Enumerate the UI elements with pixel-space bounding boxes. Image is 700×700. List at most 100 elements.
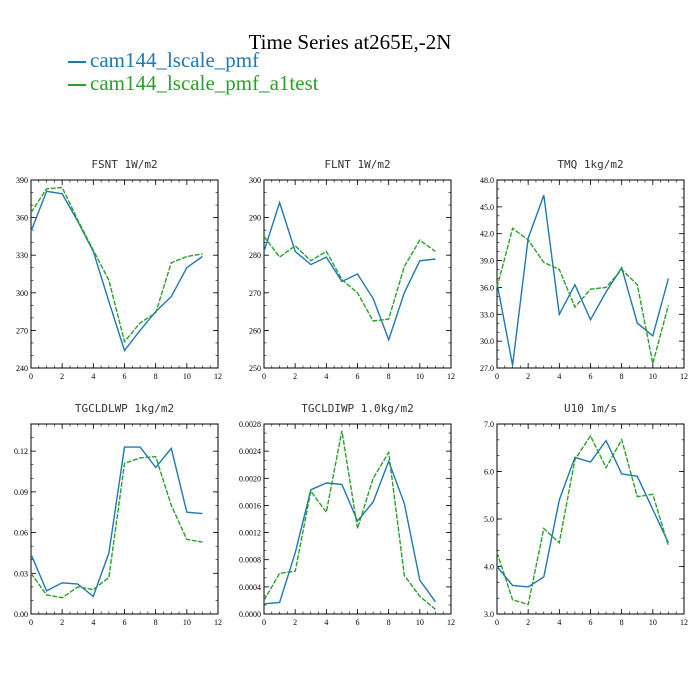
y-tick-label: 250 [249,364,261,373]
x-tick-label: 8 [387,618,391,627]
legend-label-series-2: cam144_lscale_pmf_a1test [90,71,319,95]
series-line-1 [30,446,203,598]
panel-title: TGCLDLWP 1kg/m2 [75,402,174,415]
figure-title: Time Series at265E,-2N [248,30,452,54]
x-tick-label: 8 [620,618,624,627]
plot-frame [30,423,219,615]
y-tick-label: 280 [249,251,261,260]
x-tick-label: 8 [154,618,158,627]
series-line-1 [263,200,436,342]
y-tick-label: 300 [249,176,261,185]
y-tick-label: 290 [249,214,261,223]
y-tick-label: 0.0000 [239,610,261,619]
series-line-2 [30,455,203,599]
x-tick-label: 0 [29,372,33,381]
x-tick-label: 6 [356,618,360,627]
x-tick-label: 12 [214,618,222,627]
x-tick-label: 4 [324,372,328,381]
y-tick-label: 33.0 [480,310,494,319]
panel-1: FSNT 1W/m2 0 2 4 6 8 10 12 240 270 300 330 360 390 [16,158,222,381]
y-tick-label: 330 [16,251,28,260]
y-tick-label: 260 [249,326,261,335]
legend-label-series-1: cam144_lscale_pmf [90,48,260,72]
x-tick-label: 4 [91,618,95,627]
series-line-2 [496,227,670,364]
x-tick-label: 2 [60,618,64,627]
series-line-2 [263,430,436,610]
y-tick-label: 360 [16,214,28,223]
series-line-2 [30,186,203,344]
series-line-1 [496,194,670,366]
series-line-2 [496,434,670,606]
y-tick-label: 5.0 [484,515,494,524]
panel-title: FSNT 1W/m2 [91,158,157,171]
x-tick-label: 12 [447,372,455,381]
series-line-1 [30,190,203,352]
y-tick-label: 0.12 [14,447,28,456]
x-tick-label: 0 [262,618,266,627]
y-tick-label: 240 [16,364,28,373]
y-tick-label: 0.00 [14,610,28,619]
x-tick-label: 0 [262,372,266,381]
panel-2: FLNT 1W/m2 0 2 4 6 8 10 12 250 260 270 280 290 300 [249,158,455,381]
legend-swatch-series-2 [68,84,86,87]
plot-frame [496,179,685,369]
panel-title: TGCLDIWP 1.0kg/m2 [301,402,414,415]
x-tick-label: 2 [60,372,64,381]
x-tick-label: 4 [91,372,95,381]
y-tick-label: 6.0 [484,468,494,477]
y-tick-label: 0.0004 [239,583,261,592]
y-tick-label: 36.0 [480,283,494,292]
series-line-1 [263,459,436,605]
y-tick-label: 27.0 [480,364,494,373]
x-tick-label: 6 [589,372,593,381]
x-tick-label: 12 [447,618,455,627]
panel-4: TGCLDLWP 1kg/m2 0 2 4 6 8 10 12 0.00 0.03 0.06 0.09… [14,402,222,627]
y-tick-label: 0.0024 [239,447,261,456]
y-tick-label: 42.0 [480,230,494,239]
x-tick-label: 6 [123,618,127,627]
y-tick-label: 0.0028 [239,420,261,429]
x-tick-label: 0 [495,618,499,627]
x-tick-label: 8 [154,372,158,381]
y-tick-label: 0.0012 [239,529,261,538]
panel-title: FLNT 1W/m2 [324,158,390,171]
panel-title: U10 1m/s [564,402,617,415]
x-tick-label: 10 [416,618,424,627]
legend-entry-series-2: cam144_lscale_pmf_a1test [68,71,319,96]
x-tick-label: 4 [557,372,561,381]
x-tick-label: 2 [526,618,530,627]
y-tick-label: 270 [16,326,28,335]
y-tick-label: 270 [249,289,261,298]
x-tick-label: 12 [680,372,688,381]
legend-swatch-series-1 [68,61,86,64]
y-tick-label: 0.03 [14,569,28,578]
y-tick-label: 48.0 [480,176,494,185]
y-tick-label: 39.0 [480,257,494,266]
y-tick-label: 3.0 [484,610,494,619]
x-tick-label: 8 [387,372,391,381]
y-tick-label: 0.09 [14,488,28,497]
series-line-2 [263,235,436,322]
x-tick-label: 10 [183,618,191,627]
y-tick-label: 300 [16,289,28,298]
x-tick-label: 4 [324,618,328,627]
y-tick-label: 390 [16,176,28,185]
y-tick-label: 0.06 [14,529,28,538]
y-tick-label: 0.0016 [239,501,261,510]
x-tick-label: 10 [416,372,424,381]
x-tick-label: 6 [589,618,593,627]
x-tick-label: 4 [557,618,561,627]
y-tick-label: 45.0 [480,203,494,212]
plot-frame [496,423,685,615]
panel-3: TMQ 1kg/m2 0 2 4 6 8 10 12 27.0 30.0 33.0 36.0 39.0 4… [480,158,688,381]
y-tick-label: 30.0 [480,337,494,346]
x-tick-label: 12 [214,372,222,381]
x-tick-label: 12 [680,618,688,627]
x-tick-label: 2 [293,618,297,627]
series-line-1 [496,439,670,588]
y-tick-label: 4.0 [484,563,494,572]
panel-title: TMQ 1kg/m2 [557,158,623,171]
